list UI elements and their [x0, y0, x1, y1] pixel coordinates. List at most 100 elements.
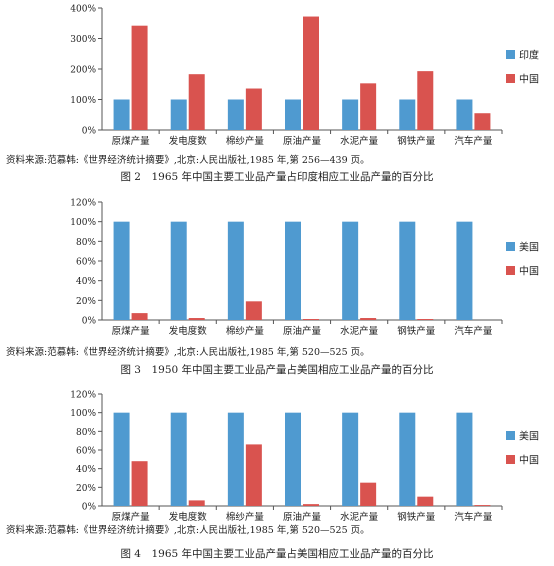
bar-series-a [170, 99, 187, 130]
y-tick-label: 200% [70, 66, 96, 76]
y-tick-label: 100% [70, 96, 96, 106]
y-tick-label: 80% [76, 238, 96, 248]
bar-series-b [245, 301, 262, 320]
bar-series-b [245, 88, 262, 130]
y-tick-label: 400% [70, 5, 96, 15]
bar-series-b [188, 318, 205, 320]
bar-series-b [303, 319, 319, 320]
bar-series-a [399, 412, 416, 506]
source-note: 资料来源:范慕韩:《世界经济统计摘要》,北京:人民出版社,1985 年,第 52… [6, 525, 370, 536]
x-tick-label: 水泥产量 [340, 135, 379, 147]
x-tick-label: 原油产量 [283, 511, 322, 523]
bar-series-a [285, 221, 301, 320]
legend-swatch [506, 455, 515, 464]
bar-series-a [285, 99, 301, 130]
y-tick-label: 100% [70, 409, 96, 419]
bar-series-a [113, 412, 130, 506]
bar-series-b [417, 496, 434, 506]
figure-caption: 图 2 1965 年中国主要工业品产量占印度相应工业品产量的百分比 [120, 171, 434, 183]
bar-series-a [399, 99, 416, 130]
bar-series-a [227, 412, 244, 506]
bar-series-a [456, 412, 473, 506]
x-tick-label: 发电度数 [169, 325, 208, 337]
y-tick-label: 80% [76, 428, 96, 438]
bar-series-a [227, 221, 244, 320]
bar-series-b [417, 71, 434, 130]
bar-series-a [113, 221, 130, 320]
source-note: 资料来源:范慕韩:《世界经济统计摘要》,北京:人民出版社,1985 年,第 52… [6, 347, 370, 358]
bar-series-b [245, 444, 262, 506]
legend-label: 中国 [519, 454, 539, 467]
chart-1965-india: 0% 100% 200% 300% 400% 原煤产量 发电度数 棉纱产量 原油产量 水泥产量 钢铁… [70, 5, 539, 148]
legend-swatch [506, 431, 515, 440]
x-tick-label: 发电度数 [169, 135, 208, 147]
bar-series-b [131, 25, 148, 130]
x-tick-label: 钢铁产量 [397, 135, 436, 147]
legend-swatch [506, 242, 515, 251]
source-note: 资料来源:范慕韩:《世界经济统计摘要》,北京:人民出版社,1985 年,第 25… [6, 155, 370, 166]
bar-series-b [188, 74, 205, 130]
x-tick-label: 发电度数 [169, 511, 208, 523]
figure-caption: 图 4 1965 年中国主要工业品产量占美国相应工业品产量的百分比 [120, 548, 434, 560]
x-tick-label: 原煤产量 [112, 511, 151, 523]
y-tick-label: 120% [70, 391, 96, 401]
legend-label: 中国 [519, 265, 539, 278]
bar-series-a [456, 221, 473, 320]
bar-series-a [113, 99, 130, 130]
chart-1965-usa: 0% 20% 40% 60% 80% 100% 120% 原煤产量 发电度数 棉纱产量 原油产量 水泥… [70, 391, 539, 524]
chart-panel-1965-usa: 0% 20% 40% 60% 80% 100% 120% 原煤产量 发电度数 棉纱产量 原油产量 水泥… [0, 384, 554, 566]
y-tick-label: 40% [76, 465, 96, 475]
y-tick-label: 60% [76, 447, 96, 457]
bar-series-b [131, 313, 148, 320]
bar-series-b [131, 461, 148, 506]
bar-series-a [285, 412, 301, 506]
x-tick-label: 原油产量 [283, 135, 322, 147]
legend-label: 美国 [519, 241, 539, 254]
legend-label: 印度 [519, 49, 539, 62]
chart-panel-1950-usa: 0% 20% 40% 60% 80% 100% 120% 原煤产量 发电度数 棉纱产量 原油产量 水泥… [0, 190, 554, 378]
y-tick-label: 0% [82, 127, 97, 137]
x-tick-label: 棉纱产量 [226, 135, 265, 147]
bar-series-b [360, 83, 377, 130]
bar-series-b [303, 16, 319, 130]
bar-series-a [342, 99, 359, 130]
bar-series-a [456, 99, 473, 130]
x-tick-label: 原煤产量 [112, 135, 151, 147]
chart-panel-1965-india: 0% 100% 200% 300% 400% 原煤产量 发电度数 棉纱产量 原油产量 水泥产量 钢铁… [0, 0, 554, 186]
bar-series-b [360, 482, 377, 506]
y-tick-label: 0% [82, 503, 97, 513]
legend-label: 美国 [519, 430, 539, 443]
bar-series-a [170, 412, 187, 506]
x-tick-label: 原油产量 [283, 325, 322, 337]
x-tick-label: 棉纱产量 [226, 325, 265, 337]
y-tick-label: 60% [76, 258, 96, 268]
bar-series-a [227, 99, 244, 130]
bar-series-a [342, 221, 359, 320]
bar-series-a [399, 221, 416, 320]
bar-series-b [303, 504, 319, 506]
chart-1950-usa: 0% 20% 40% 60% 80% 100% 120% 原煤产量 发电度数 棉纱产量 原油产量 水泥… [70, 199, 539, 338]
bar-series-a [170, 221, 187, 320]
legend-swatch [506, 266, 515, 275]
y-tick-label: 40% [76, 277, 96, 287]
bar-series-b [417, 319, 434, 320]
x-tick-label: 汽车产量 [454, 325, 493, 337]
y-tick-label: 0% [82, 317, 97, 327]
x-tick-label: 原煤产量 [112, 325, 151, 337]
x-tick-label: 汽车产量 [454, 135, 493, 147]
bar-series-b [474, 505, 491, 506]
y-tick-label: 20% [76, 484, 96, 494]
bar-series-b [188, 500, 205, 506]
bar-series-b [474, 113, 491, 130]
x-tick-label: 钢铁产量 [397, 325, 436, 337]
y-tick-label: 120% [70, 199, 96, 209]
legend-swatch [506, 74, 515, 83]
x-tick-label: 水泥产量 [340, 325, 379, 337]
x-tick-label: 水泥产量 [340, 511, 379, 523]
legend-label: 中国 [519, 73, 539, 86]
bar-series-b [360, 318, 377, 320]
y-tick-label: 20% [76, 297, 96, 307]
x-tick-label: 汽车产量 [454, 511, 493, 523]
bar-series-a [342, 412, 359, 506]
y-tick-label: 300% [70, 35, 96, 45]
